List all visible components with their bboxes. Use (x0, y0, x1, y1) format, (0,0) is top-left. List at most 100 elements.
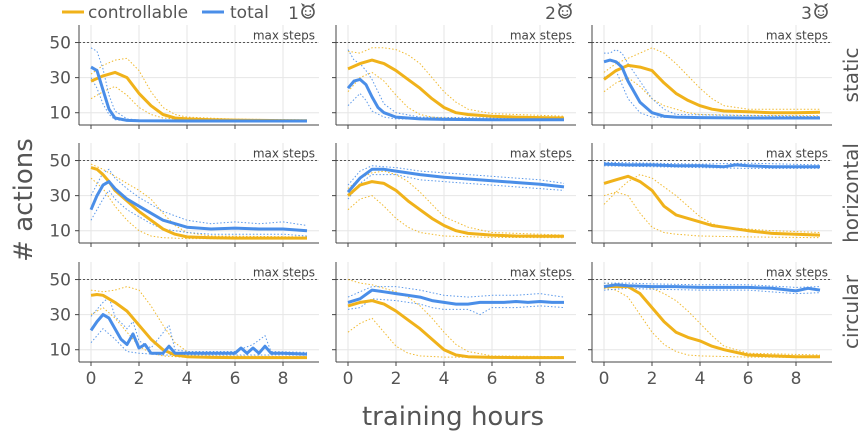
panel-static-2: max steps 2 (332, 3, 576, 129)
series-total-upper (90, 168, 308, 226)
series-controllable-upper (90, 57, 308, 121)
x-tick-label: 2 (391, 369, 402, 389)
y-tick-label: 30 (49, 306, 71, 326)
y-tick-label: 50 (49, 271, 71, 291)
legend: controllable total (62, 3, 269, 23)
series-controllable-line (603, 63, 821, 115)
series-total-lower (90, 77, 308, 122)
series-total-line (603, 162, 820, 169)
panel-horizontal-2: max steps (332, 143, 576, 247)
y-tick-label: 10 (49, 341, 71, 361)
series-total-line (89, 180, 308, 233)
column-title: 2 (545, 4, 556, 24)
panel-circular-3: max steps 0 2 4 6 8 circular (588, 262, 858, 389)
max-steps-label: max steps (253, 147, 315, 161)
series-controllable-line (90, 70, 308, 123)
y-tick-label: 10 (49, 222, 71, 242)
x-tick-label: 0 (599, 369, 610, 389)
series-controllable-lower (603, 191, 821, 239)
series-total-upper (604, 49, 821, 118)
row-label-horizontal: horizontal (839, 143, 858, 243)
x-tick-label: 6 (487, 369, 498, 389)
series-total-line (89, 313, 308, 356)
series-controllable-upper (347, 279, 565, 358)
series-controllable-lower (603, 287, 821, 359)
series-controllable-upper (603, 47, 820, 110)
y-tick-label: 30 (49, 187, 71, 207)
x-tick-label: 6 (230, 369, 241, 389)
x-tick-label: 0 (343, 369, 354, 389)
series-total-upper (90, 296, 308, 353)
y-axis-label: # actions (9, 138, 39, 262)
x-tick-label: 8 (535, 369, 546, 389)
series-controllable-line (90, 293, 307, 360)
series-controllable-lower (347, 195, 565, 239)
series-total-upper (90, 47, 308, 122)
panel-grid: max steps 10 30 50 1 max steps 2 max steps 3 stat… (49, 3, 858, 389)
series-controllable-line (603, 174, 821, 237)
panel-horizontal-1: max steps 10 30 50 (49, 143, 319, 247)
max-steps-label: max steps (253, 266, 315, 280)
series-total-line (346, 77, 564, 122)
max-steps-label: max steps (766, 29, 828, 43)
series-total-line (347, 288, 564, 306)
x-tick-label: 2 (134, 369, 145, 389)
panel-circular-1: max steps 10 30 50 0 2 4 6 8 (49, 262, 319, 389)
series-total-line (90, 65, 307, 123)
max-steps-label: max steps (510, 147, 572, 161)
row-label-circular: circular (839, 274, 858, 349)
series-controllable-upper (347, 170, 565, 236)
panel-static-1: max steps 10 30 50 1 (49, 3, 319, 129)
legend-label-controllable: controllable (88, 3, 188, 23)
max-steps-label: max steps (510, 29, 572, 43)
x-tick-label: 8 (791, 369, 802, 389)
x-tick-label: 0 (86, 369, 97, 389)
series-controllable-line (604, 285, 820, 359)
x-tick-label: 4 (182, 369, 193, 389)
panel-static-3: max steps 3 static (588, 3, 858, 129)
max-steps-label: max steps (766, 147, 828, 161)
devil-face-icon (558, 3, 572, 19)
y-tick-label: 10 (49, 104, 71, 124)
x-tick-label: 6 (743, 369, 754, 389)
x-tick-label: 2 (647, 369, 658, 389)
series-total-line (603, 58, 820, 120)
y-tick-label: 50 (49, 34, 71, 54)
column-title: 3 (801, 4, 812, 24)
series-controllable-line (90, 166, 307, 240)
y-tick-label: 30 (49, 69, 71, 89)
x-axis-label: training hours (362, 402, 544, 432)
series-controllable-lower (347, 317, 565, 359)
column-title: 1 (288, 4, 299, 24)
panel-horizontal-3: max steps horizontal (588, 143, 858, 247)
max-steps-label: max steps (253, 29, 315, 43)
series-controllable-line (347, 299, 564, 360)
series-total-line (346, 167, 565, 194)
y-tick-label: 50 (49, 152, 71, 172)
series-total-upper (603, 161, 821, 166)
series-controllable-upper (347, 47, 565, 117)
x-tick-label: 4 (439, 369, 450, 389)
series-total-line (603, 283, 821, 293)
row-label-static: static (839, 48, 858, 103)
devil-face-icon (301, 3, 315, 19)
series-controllable-lower (90, 177, 308, 240)
series-total-upper (347, 49, 565, 120)
series-controllable-upper (603, 174, 821, 233)
series-controllable-line (347, 58, 565, 120)
series-total-lower (347, 92, 565, 121)
series-controllable-upper (603, 282, 821, 356)
panel-circular-2: max steps 0 2 4 6 8 (332, 262, 576, 389)
max-steps-label: max steps (766, 266, 828, 280)
series-total-lower (90, 327, 308, 356)
series-controllable-upper (90, 286, 308, 358)
series-controllable-lower (90, 306, 308, 359)
x-tick-label: 4 (695, 369, 706, 389)
devil-face-icon (814, 3, 828, 19)
max-steps-label: max steps (510, 266, 572, 280)
series-controllable-line (347, 180, 564, 238)
x-tick-label: 8 (278, 369, 289, 389)
legend-label-total: total (230, 3, 269, 23)
series-controllable-lower (90, 85, 308, 122)
